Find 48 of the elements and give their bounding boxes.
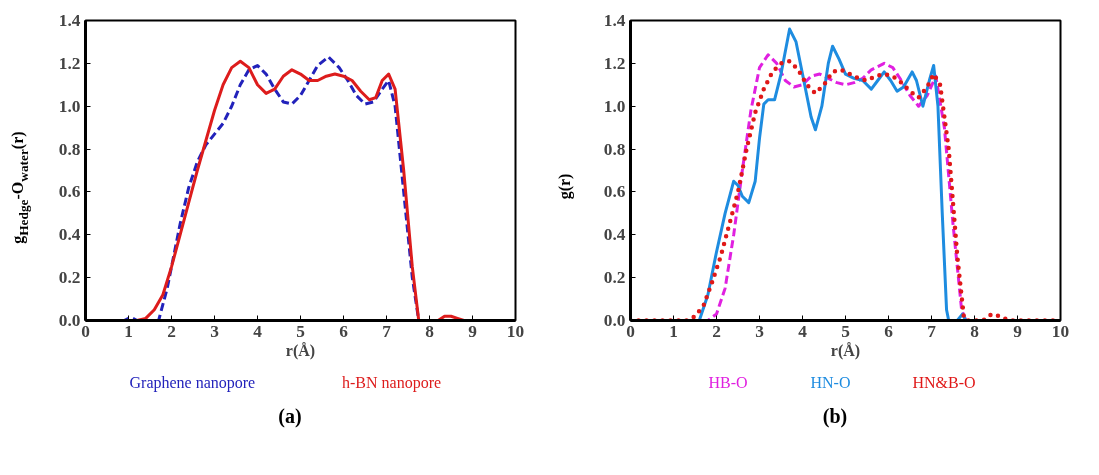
y-tick-label: 1.4 (603, 11, 626, 30)
x-tick-label: 1 (669, 321, 678, 341)
y-tick-label: 0.8 (58, 139, 81, 159)
x-tick-label: 9 (1013, 321, 1023, 341)
x-tick-label: 4 (798, 321, 808, 341)
y-tick-label: 1.4 (58, 11, 81, 30)
y-tick-label: 0.6 (58, 182, 81, 202)
x-tick-label: 4 (253, 321, 263, 341)
y-axis-title: g(r) (554, 172, 575, 202)
x-tick-label: 10 (1051, 321, 1070, 341)
y-tick-label: 0.2 (603, 268, 626, 288)
y-tick-label: 1.0 (58, 96, 81, 116)
text: Graphene nanopore (129, 374, 256, 392)
x-tick-label: 8 (425, 321, 435, 341)
y-tick-label: 0.4 (603, 225, 626, 245)
x-tick-label: 1 (124, 321, 133, 341)
x-tick-label: 5 (841, 321, 851, 341)
x-axis-title: r(Å) (285, 341, 316, 360)
y-tick-label: 0.4 (58, 225, 81, 245)
x-tick-label: 2 (167, 321, 176, 341)
x-tick-label: 2 (712, 321, 721, 341)
y-tick-label: 0.2 (58, 268, 81, 288)
x-tick-label: 9 (468, 321, 478, 341)
y-tick-label: 1.0 (603, 96, 626, 116)
y-tick-label: 0.0 (603, 311, 626, 330)
y-tick-label: 0.0 (58, 311, 81, 330)
text: HN-O (810, 374, 851, 392)
text: (b) (822, 404, 848, 430)
x-tick-label: 0 (626, 321, 635, 341)
x-tick-label: 3 (755, 321, 765, 341)
x-tick-label: 10 (506, 321, 525, 341)
text: h-BN nanopore (342, 374, 442, 392)
x-tick-label: 5 (296, 321, 306, 341)
x-tick-label: 7 (382, 321, 392, 341)
y-tick-label: 1.2 (58, 53, 81, 73)
y-tick-label: 0.8 (603, 139, 626, 159)
text: HN&B-O (912, 374, 976, 392)
x-axis-title: r(Å) (830, 341, 861, 360)
x-tick-label: 6 (339, 321, 349, 341)
x-tick-label: 0 (81, 321, 90, 341)
y-tick-label: 0.6 (603, 182, 626, 202)
y-tick-label: 1.2 (603, 53, 626, 73)
x-tick-label: 8 (970, 321, 980, 341)
text: (a) (278, 404, 302, 429)
x-tick-label: 7 (927, 321, 937, 341)
text: HB-O (708, 374, 748, 392)
x-tick-label: 6 (884, 321, 894, 341)
x-tick-label: 3 (210, 321, 220, 341)
